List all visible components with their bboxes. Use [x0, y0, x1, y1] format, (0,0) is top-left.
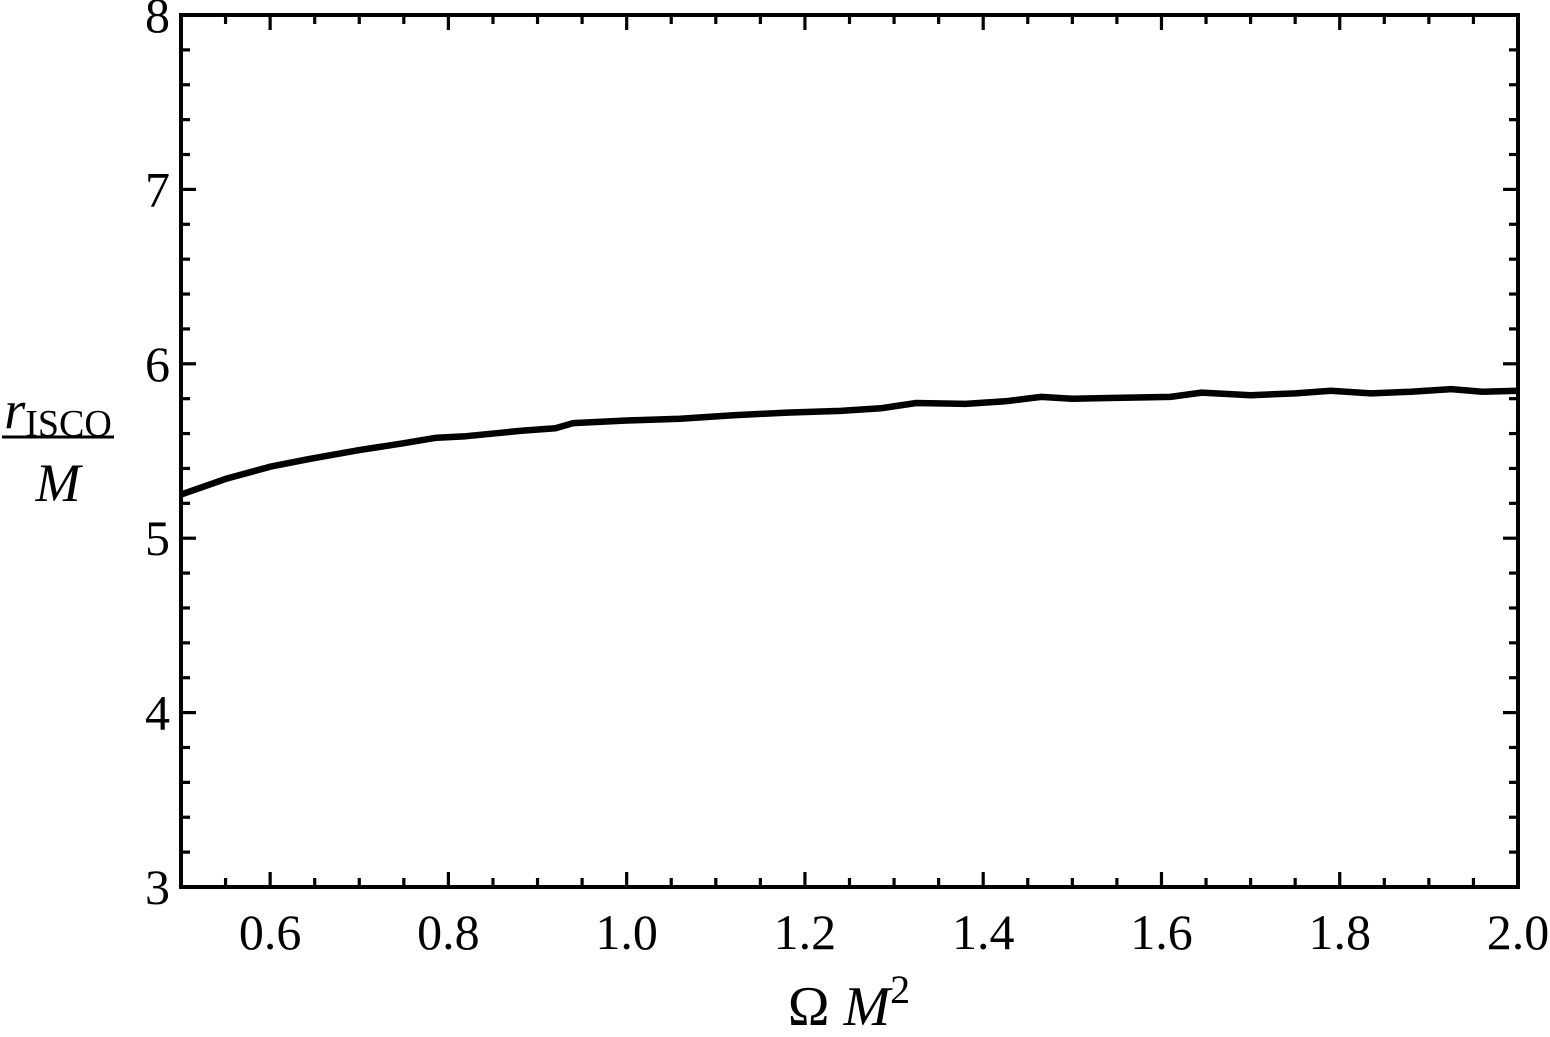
y-tick-label: 4 [145, 685, 170, 741]
y-axis-label-denominator: M [35, 453, 84, 513]
y-tick-label: 5 [145, 510, 170, 566]
y-tick-label: 8 [145, 0, 170, 43]
x-axis-label: Ω M2 [788, 967, 910, 1037]
y-tick-label: 3 [145, 859, 170, 915]
y-axis-label-numerator-variable: r [4, 380, 26, 440]
x-tick-label: 0.8 [417, 904, 480, 960]
x-axis-label-superscript: 2 [890, 967, 910, 1012]
y-tick-label: 6 [145, 336, 170, 392]
x-tick-label: 0.6 [239, 904, 302, 960]
y-axis-label-numerator: rISCO [4, 380, 112, 445]
x-axis-label-variable: M [842, 976, 893, 1037]
isco-curve [179, 385, 1519, 498]
data-series [179, 385, 1519, 498]
axis-ticks [181, 13, 1520, 889]
x-tick-label: 1.4 [952, 904, 1015, 960]
y-tick-label: 7 [145, 161, 170, 217]
y-axis-label-numerator-subscript: ISCO [25, 403, 112, 445]
x-tick-label: 1.8 [1308, 904, 1371, 960]
tick-labels: 0.6 0.8 1.0 1.2 1.4 1.6 1.8 2.0 3 4 5 6 7 8 [145, 0, 1549, 960]
x-tick-label: 1.0 [595, 904, 658, 960]
x-tick-label: 1.2 [774, 904, 837, 960]
plot-frame [179, 13, 1520, 889]
y-axis-label: rISCO M [2, 380, 114, 513]
x-tick-label: 1.6 [1130, 904, 1193, 960]
x-axis-label-base: Ω [788, 976, 844, 1037]
x-tick-label: 2.0 [1487, 904, 1550, 960]
